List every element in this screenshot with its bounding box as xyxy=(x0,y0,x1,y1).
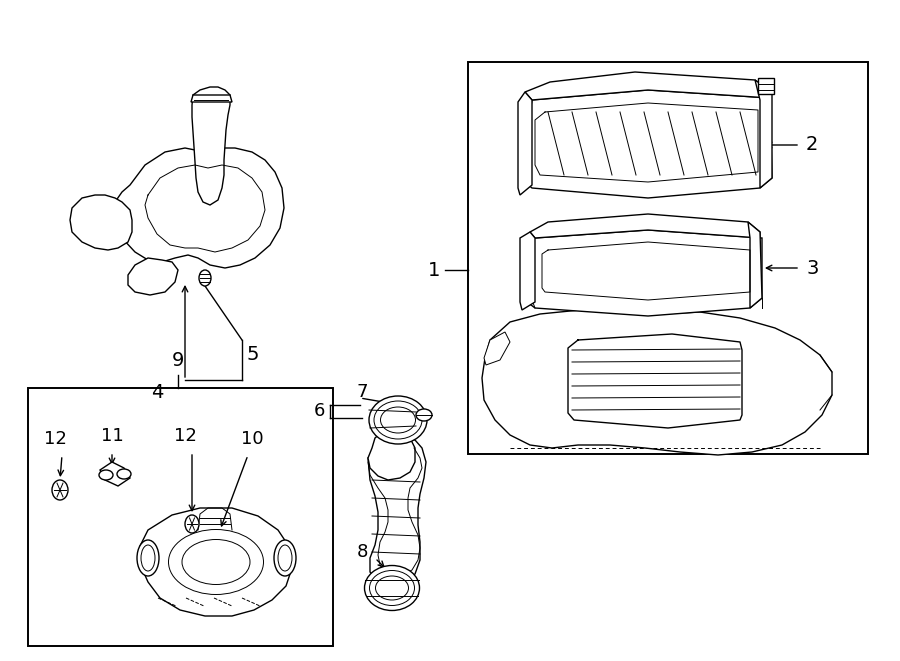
Text: 7: 7 xyxy=(356,383,368,401)
Ellipse shape xyxy=(141,545,155,571)
Text: 10: 10 xyxy=(240,430,264,448)
Ellipse shape xyxy=(375,576,409,600)
Ellipse shape xyxy=(52,480,68,500)
Polygon shape xyxy=(748,222,762,308)
Text: 6: 6 xyxy=(313,402,325,420)
Ellipse shape xyxy=(278,545,292,571)
Polygon shape xyxy=(522,230,762,316)
Polygon shape xyxy=(100,462,130,486)
Text: 12: 12 xyxy=(174,427,196,445)
Ellipse shape xyxy=(370,570,415,605)
Polygon shape xyxy=(70,195,132,250)
Ellipse shape xyxy=(185,515,199,533)
Text: 5: 5 xyxy=(247,345,259,364)
Polygon shape xyxy=(368,438,426,584)
Text: 3: 3 xyxy=(806,258,818,278)
Bar xyxy=(28,388,333,646)
Bar xyxy=(758,78,774,94)
Polygon shape xyxy=(368,430,415,480)
Ellipse shape xyxy=(182,539,250,584)
Ellipse shape xyxy=(274,540,296,576)
Ellipse shape xyxy=(137,540,159,576)
Polygon shape xyxy=(484,332,510,365)
Polygon shape xyxy=(128,258,178,295)
Polygon shape xyxy=(518,92,532,195)
Bar xyxy=(468,62,868,454)
Polygon shape xyxy=(482,310,832,455)
Polygon shape xyxy=(192,87,230,205)
Text: 11: 11 xyxy=(101,427,123,445)
Text: 12: 12 xyxy=(43,430,67,448)
Ellipse shape xyxy=(364,566,419,611)
Text: 1: 1 xyxy=(428,260,440,280)
Ellipse shape xyxy=(381,407,416,433)
Polygon shape xyxy=(525,72,772,100)
Polygon shape xyxy=(520,90,772,198)
Polygon shape xyxy=(140,508,292,616)
Polygon shape xyxy=(115,148,284,268)
Ellipse shape xyxy=(374,401,422,439)
Text: 8: 8 xyxy=(356,543,368,561)
Ellipse shape xyxy=(199,270,211,286)
Text: 2: 2 xyxy=(806,136,818,155)
Ellipse shape xyxy=(369,396,427,444)
Polygon shape xyxy=(530,214,760,238)
Text: 9: 9 xyxy=(172,351,184,370)
Ellipse shape xyxy=(99,470,113,480)
Ellipse shape xyxy=(117,469,131,479)
Polygon shape xyxy=(191,95,232,102)
Polygon shape xyxy=(755,80,772,188)
Ellipse shape xyxy=(168,529,264,594)
Polygon shape xyxy=(520,232,535,310)
Ellipse shape xyxy=(416,409,432,421)
Text: 4: 4 xyxy=(150,383,163,402)
